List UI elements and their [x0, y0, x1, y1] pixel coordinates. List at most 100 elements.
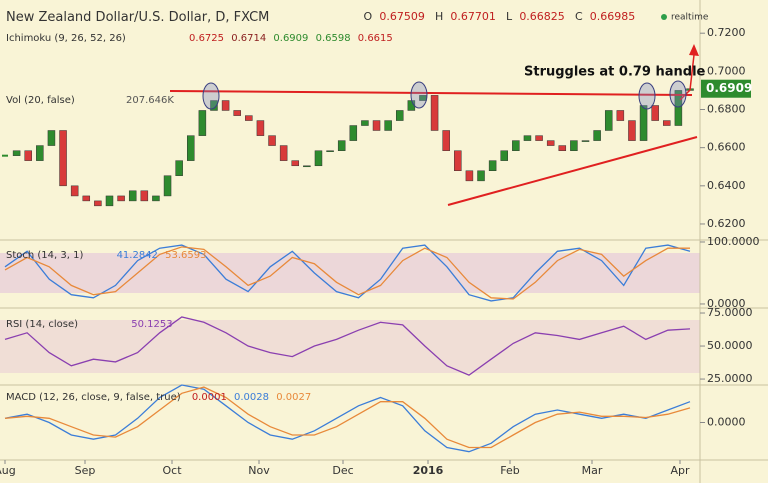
- candle: [604, 110, 613, 131]
- candle: [616, 110, 625, 121]
- x-tick-label: Dec: [332, 464, 353, 477]
- ohlc-label: L: [506, 10, 513, 23]
- candle: [465, 170, 474, 182]
- title: New Zealand Dollar/U.S. Dollar, D, FXCM: [6, 10, 269, 25]
- support-line: [447, 136, 698, 206]
- candle: [221, 100, 230, 111]
- y-tick-label: 0.6400: [707, 179, 746, 192]
- rsi-band: [0, 320, 700, 373]
- y-tick-label: 50.0000: [707, 339, 753, 352]
- candle: [326, 150, 334, 152]
- candle: [233, 110, 241, 116]
- candle: [59, 130, 67, 187]
- candle: [140, 190, 149, 202]
- candle: [187, 135, 195, 161]
- candle: [500, 150, 508, 161]
- x-tick-label: Oct: [162, 464, 182, 477]
- series-line: [4, 246, 690, 300]
- x-tick-label: Apr: [670, 464, 690, 477]
- y-tick-label: 0.0000: [707, 416, 746, 429]
- candle: [349, 125, 358, 141]
- candle: [70, 185, 79, 197]
- status-dot: [661, 14, 667, 20]
- x-tick-label: Nov: [248, 464, 270, 477]
- candle: [361, 120, 369, 126]
- candle: [314, 150, 323, 167]
- ohlc-label: H: [435, 10, 443, 23]
- stoch-band: [0, 253, 700, 293]
- x-tick-label: Mar: [582, 464, 603, 477]
- candle: [663, 120, 671, 126]
- candle: [279, 145, 288, 161]
- arrow-head: [689, 44, 699, 56]
- series-line: [4, 244, 691, 302]
- candle: [581, 140, 590, 142]
- highlight: [638, 82, 656, 110]
- indicator-value: 0.6714: [231, 33, 266, 44]
- candle: [442, 130, 450, 151]
- candle: [82, 195, 91, 202]
- x-tick-label: Feb: [500, 464, 519, 477]
- candle: [198, 110, 207, 136]
- price-badge: [701, 79, 751, 98]
- candle: [303, 165, 311, 168]
- candle: [12, 150, 21, 156]
- candle: [128, 190, 137, 202]
- indicator-value: 0.6615: [358, 33, 393, 44]
- candle: [337, 140, 346, 151]
- series-line: [4, 384, 691, 453]
- candle: [372, 120, 381, 131]
- status: realtime: [671, 13, 709, 23]
- candle: [163, 175, 172, 197]
- legend-value: 41.2842: [117, 250, 158, 261]
- x-tick-label: 2016: [413, 464, 444, 477]
- candle: [291, 160, 300, 167]
- y-tick-label: 0.6600: [707, 141, 746, 154]
- y-tick-label: 0.0000: [707, 297, 746, 310]
- candle: [454, 150, 462, 171]
- highlights: [202, 80, 687, 110]
- candle: [477, 170, 485, 182]
- macd-legend: MACD (12, 26, close, 9, false, true) 0.0…: [6, 392, 311, 403]
- candle: [558, 145, 567, 151]
- indicator-value: 0.6725: [189, 33, 224, 44]
- candle: [256, 120, 265, 136]
- candle: [535, 135, 543, 141]
- candle: [245, 115, 253, 121]
- indicator-legend: Ichimoku (9, 26, 52, 26) 0.6725 0.6714 0…: [6, 33, 393, 44]
- candle: [570, 140, 578, 151]
- legend-value: 0.0027: [276, 392, 311, 403]
- candle: [593, 130, 601, 141]
- indicator-name: Ichimoku (9, 26, 52, 26): [6, 33, 126, 44]
- stoch-legend: Stoch (14, 3, 1) 41.2842 53.6593: [6, 250, 206, 261]
- volume-legend: Vol (20, false) 207.646K: [6, 95, 174, 106]
- resistance-line: [169, 90, 693, 96]
- series-line: [4, 316, 691, 376]
- y-tick-label: 0.6200: [707, 217, 746, 230]
- x-tick-label: Aug: [0, 464, 16, 477]
- plot: 0.6200 0.6400 0.6600 0.6800 0.7000 0.7200 0.69…: [0, 26, 760, 477]
- legend-value: 53.6593: [165, 250, 206, 261]
- series-line: [4, 386, 691, 449]
- candle: [105, 195, 114, 207]
- volume-name: Vol (20, false): [6, 95, 75, 106]
- candle: [523, 135, 532, 141]
- candle: [117, 195, 125, 202]
- y-tick-label: 75.0000: [707, 306, 753, 319]
- candle: [175, 160, 183, 176]
- highlight: [669, 80, 687, 108]
- ohlc-value: 0.67509: [379, 10, 425, 23]
- candle: [639, 105, 648, 141]
- legend-title: Stoch (14, 3, 1): [6, 250, 83, 261]
- y-tick-label: 0.7000: [707, 64, 746, 77]
- y-tick-label: 0.7200: [707, 26, 746, 39]
- candle: [94, 200, 102, 207]
- y-tick-label: 25.0000: [707, 372, 753, 385]
- indicator-value: 0.6598: [316, 33, 351, 44]
- rsi-legend: RSI (14, close) 50.1253: [6, 319, 173, 330]
- price-label: 0.6909: [706, 81, 752, 95]
- y-tick-label: 100.0000: [707, 235, 760, 248]
- y-tick-label: 0.6800: [707, 103, 746, 116]
